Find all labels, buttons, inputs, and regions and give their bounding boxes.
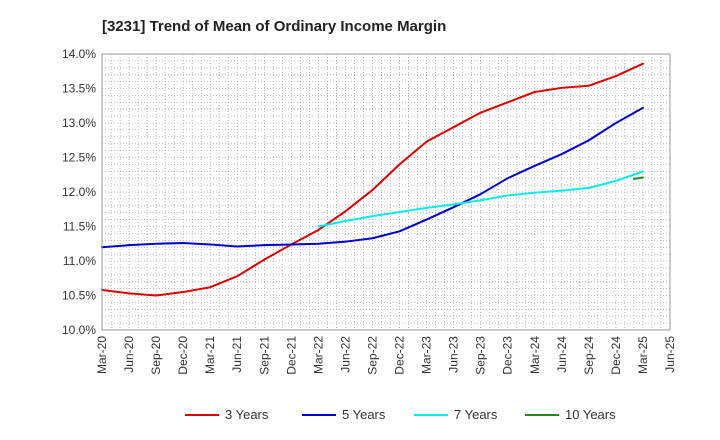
x-tick-label: Jun-24 bbox=[555, 336, 569, 373]
x-tick-label: Jun-23 bbox=[447, 336, 461, 373]
x-tick-label: Dec-20 bbox=[176, 336, 190, 375]
plot-frame bbox=[101, 53, 671, 331]
x-tick-label: Dec-22 bbox=[393, 336, 407, 375]
x-tick-label: Mar-21 bbox=[203, 336, 217, 374]
legend-item: 5 Years bbox=[302, 407, 386, 422]
x-tick-label: Mar-20 bbox=[95, 336, 109, 374]
x-axis-ticks: Mar-20 Jun-20 Sep-20 Dec-20 Mar-21 Jun-21 Sep-… bbox=[95, 336, 677, 375]
y-axis-ticks: 10.0% 10.5% 11.0% 11.5% 12.0% 12.5% 13.0% 13.5%… bbox=[62, 47, 96, 337]
series-line-3-years bbox=[101, 62, 644, 297]
y-tick-label: 13.0% bbox=[62, 116, 96, 130]
x-tick-label: Dec-24 bbox=[609, 336, 623, 375]
x-tick-label: Sep-23 bbox=[474, 336, 488, 375]
legend-label: 5 Years bbox=[342, 407, 386, 422]
legend-label: 10 Years bbox=[565, 407, 616, 422]
y-tick-label: 14.0% bbox=[62, 47, 96, 61]
series-line-7-years bbox=[317, 170, 644, 228]
x-tick-label: Mar-25 bbox=[636, 336, 650, 374]
x-tick-label: Sep-24 bbox=[582, 336, 596, 375]
legend-item: 7 Years bbox=[414, 407, 498, 422]
y-tick-label: 10.0% bbox=[62, 323, 96, 337]
chart-title: [3231] Trend of Mean of Ordinary Income … bbox=[102, 18, 446, 35]
x-tick-label: Jun-20 bbox=[122, 336, 136, 373]
series-line-10-years bbox=[632, 176, 644, 180]
x-tick-label: Dec-21 bbox=[284, 336, 298, 375]
y-tick-label: 13.5% bbox=[62, 82, 96, 96]
x-tick-label: Jun-21 bbox=[230, 336, 244, 373]
x-tick-label: Sep-21 bbox=[257, 336, 271, 375]
x-tick-label: Mar-22 bbox=[311, 336, 325, 374]
series-line-5-years bbox=[101, 106, 644, 249]
y-tick-label: 11.5% bbox=[63, 220, 96, 234]
y-tick-label: 10.5% bbox=[62, 289, 96, 303]
legend-item: 3 Years bbox=[185, 407, 269, 422]
x-tick-label: Mar-24 bbox=[528, 336, 542, 374]
legend-label: 7 Years bbox=[454, 407, 498, 422]
x-tick-label: Mar-23 bbox=[420, 336, 434, 374]
x-tick-label: Jun-22 bbox=[338, 336, 352, 373]
y-tick-label: 12.5% bbox=[62, 151, 96, 165]
x-tick-label: Dec-23 bbox=[501, 336, 515, 375]
x-tick-label: Jun-25 bbox=[663, 336, 677, 373]
series-lines bbox=[101, 62, 644, 297]
legend-item: 10 Years bbox=[525, 407, 616, 422]
legend-label: 3 Years bbox=[225, 407, 269, 422]
y-tick-label: 11.0% bbox=[63, 254, 96, 268]
grid-lines bbox=[101, 53, 671, 331]
x-tick-label: Sep-22 bbox=[365, 336, 379, 375]
x-tick-label: Sep-20 bbox=[149, 336, 163, 375]
legend: 3 Years 5 Years 7 Years 10 Years bbox=[185, 407, 616, 422]
y-tick-label: 12.0% bbox=[62, 185, 96, 199]
